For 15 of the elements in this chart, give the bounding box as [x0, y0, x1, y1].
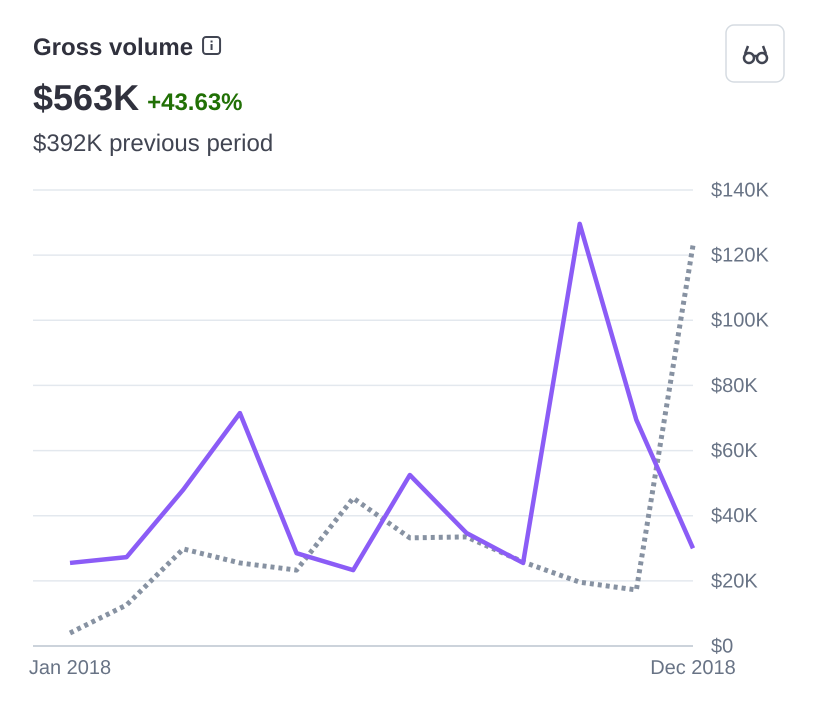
x-tick-label: Dec 2018 [650, 657, 736, 680]
y-tick-label: $80K [711, 374, 758, 397]
y-tick-label: $0 [711, 635, 734, 658]
y-tick-label: $60K [711, 440, 758, 462]
chart-subtitle: $392K previous period [33, 130, 274, 157]
line-series [68, 222, 696, 572]
y-tick-label: $100K [711, 310, 770, 332]
y-tick-label: $20K [711, 570, 758, 592]
y-tick-label: $120K [711, 244, 770, 267]
chart-title: Gross volume [33, 34, 194, 61]
y-tick-label: $40K [711, 505, 758, 528]
text: $563K [33, 77, 140, 118]
x-tick-label: Jan 2018 [28, 657, 112, 680]
text: +43.63% [147, 89, 243, 116]
y-tick-label: $140K [711, 179, 770, 202]
